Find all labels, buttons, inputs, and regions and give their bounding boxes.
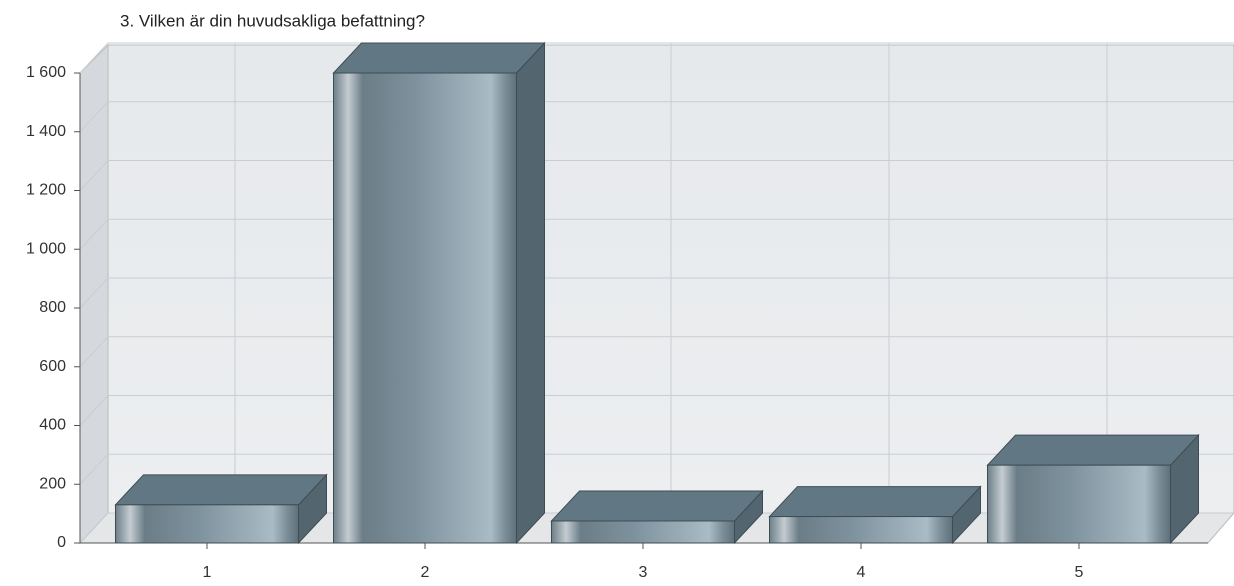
bar-top: [986, 434, 1200, 466]
bar-top: [114, 474, 328, 506]
y-tick-label: 200: [39, 475, 66, 492]
y-tick-label: 1 600: [26, 64, 66, 81]
y-tick-label: 800: [39, 299, 66, 316]
bar: [769, 516, 953, 544]
y-tick-label: 0: [57, 534, 66, 551]
grid-line: [79, 101, 1234, 133]
bar: [987, 464, 1171, 544]
y-tick-label: 400: [39, 417, 66, 434]
x-tick-label: 3: [639, 564, 648, 581]
grid-line: [79, 453, 1234, 485]
grid-line: [79, 395, 1234, 426]
y-tick-label: 600: [39, 358, 66, 375]
grid-line: [79, 336, 1234, 368]
grid-line: [79, 42, 1234, 74]
x-tick-label: 1: [203, 564, 212, 581]
grid-line: [79, 218, 1234, 250]
grid-line: [79, 160, 1234, 191]
bar-top: [768, 486, 982, 518]
x-tick-label: 5: [1075, 564, 1084, 581]
bar: [333, 72, 517, 544]
y-tick-label: 1 400: [26, 123, 66, 140]
bar: [115, 504, 299, 544]
grid-line: [79, 277, 1234, 309]
y-tick-label: 1 200: [26, 182, 66, 199]
chart-title: 3. Vilken är din huvudsakliga befattning…: [120, 11, 425, 30]
bar: [551, 520, 735, 544]
bar-side: [516, 41, 545, 545]
bar-top: [332, 42, 546, 74]
x-tick-label: 4: [857, 564, 866, 581]
bar-top: [550, 490, 764, 522]
y-tick-label: 1 000: [26, 240, 66, 257]
left-wall: [79, 43, 109, 545]
x-tick-label: 2: [421, 564, 430, 581]
